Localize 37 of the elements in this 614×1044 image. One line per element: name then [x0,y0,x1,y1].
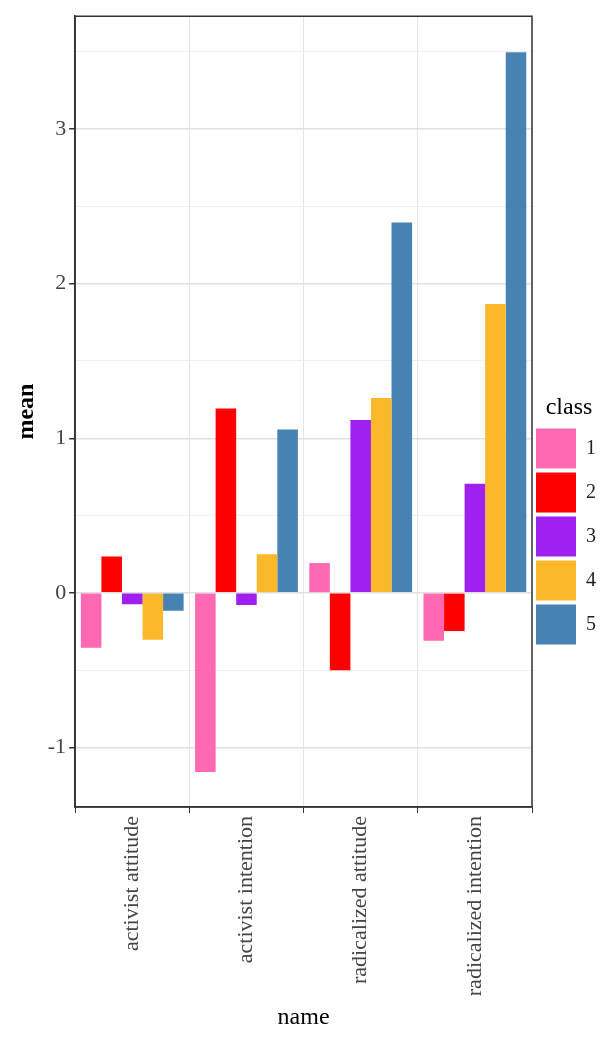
legend-label: 2 [586,479,596,502]
y-axis-title: mean [11,383,38,440]
y-tick-label: 1 [55,424,67,450]
bar [309,563,330,593]
x-tick-label: radicalized intention [460,816,486,997]
x-tick-label: radicalized attitude [346,816,372,984]
bar [121,593,143,605]
x-axis-title: name [277,1002,330,1029]
bar [391,222,413,593]
y-tick-label: 2 [55,269,67,295]
y-tick-label: 0 [55,578,67,604]
bar [277,429,298,593]
legend-label: 5 [586,611,596,634]
bar [195,593,216,773]
bar [142,593,164,640]
y-tick-label: 3 [55,114,67,140]
bar [329,593,351,671]
y-tick-label: -1 [47,733,67,759]
bar [444,593,465,632]
bar [163,593,184,611]
legend-label: 3 [586,523,596,546]
x-tick-label: activist attitude [118,816,144,952]
bar [80,593,102,648]
bar [236,593,257,605]
x-tick-label: activist intention [232,816,258,964]
bar [505,52,527,593]
bar [370,398,392,593]
bar [350,420,371,593]
bar [464,483,486,593]
bar [423,593,445,641]
bar [256,554,278,593]
legend-title: class [545,392,593,419]
bar [215,408,237,593]
legend-label: 1 [586,435,596,458]
bar [101,556,122,593]
legend-label: 4 [586,567,596,590]
bar [485,304,506,593]
